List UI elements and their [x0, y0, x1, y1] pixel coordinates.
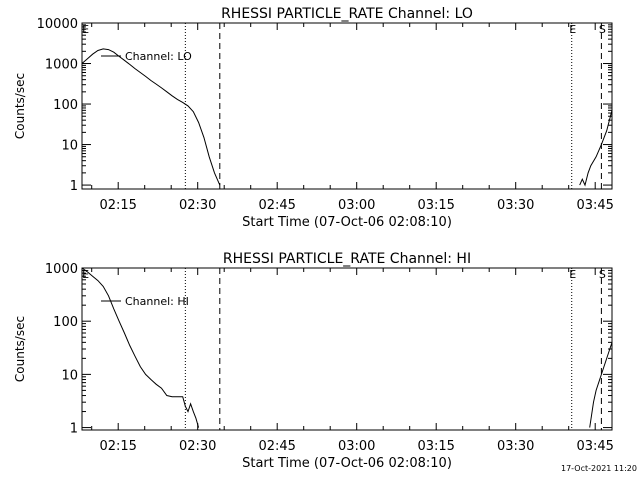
chart-1-x-tick-label: 02:15 — [99, 198, 136, 213]
chart-1-y-tick-label: 1 — [70, 179, 78, 194]
chart-1-y-tick-label: 1000 — [45, 58, 78, 73]
chart-1-legend-label: Channel: LO — [125, 50, 192, 63]
chart-2-marker-label: E — [569, 268, 576, 281]
chart-2-y-tick-label: 10 — [61, 368, 78, 383]
chart-1-x-tick-label: 02:30 — [179, 198, 216, 213]
chart-1-y-tick-label: 10 — [61, 139, 78, 154]
chart-2-series-line — [81, 267, 200, 428]
chart-2-title: RHESSI PARTICLE_RATE Channel: HI — [223, 251, 471, 267]
chart-2-x-tick-label: 02:15 — [99, 439, 136, 454]
chart-2-x-tick-label: 03:45 — [576, 439, 613, 454]
chart-1-series-line — [81, 48, 221, 186]
chart-2-y-tick-label: 1000 — [45, 262, 78, 277]
chart-1-x-tick-label: 03:30 — [497, 198, 534, 213]
chart-2-x-tick-label: 03:30 — [497, 439, 534, 454]
chart-1-y-tick-label: 10000 — [37, 17, 78, 32]
chart-1-frame — [81, 22, 613, 190]
chart-1-title: RHESSI PARTICLE_RATE Channel: LO — [221, 6, 473, 22]
chart-2-marker-label: E — [82, 268, 89, 281]
chart-2-x-tick-label: 03:15 — [417, 439, 454, 454]
chart-1-marker-label: E — [569, 23, 576, 36]
chart-2-x-tick-label: 02:30 — [179, 439, 216, 454]
chart-2-legend-label: Channel: HI — [125, 295, 189, 308]
chart-2-ylabel: Counts/sec — [13, 316, 27, 382]
chart-1-x-tick-label: 03:00 — [338, 198, 375, 213]
chart-1-marker-label: E — [82, 23, 89, 36]
chart-2-frame — [81, 267, 613, 431]
chart-1-x-tick-label: 03:15 — [417, 198, 454, 213]
chart-1-xlabel: Start Time (07-Oct-06 02:08:10) — [242, 215, 452, 230]
chart-2-x-tick-label: 02:45 — [258, 439, 295, 454]
chart-1-series-line — [579, 110, 613, 187]
chart-2-y-tick-label: 1 — [70, 422, 78, 437]
chart-2-xlabel: Start Time (07-Oct-06 02:08:10) — [242, 456, 452, 471]
chart-2-series-line — [589, 342, 613, 428]
chart-1-ylabel: Counts/sec — [13, 73, 27, 139]
chart-2-x-tick-label: 03:00 — [338, 439, 375, 454]
chart-1-x-tick-label: 02:45 — [258, 198, 295, 213]
chart-1-x-tick-label: 03:45 — [576, 198, 613, 213]
chart-2-y-tick-label: 100 — [53, 315, 78, 330]
chart-1-y-tick-label: 100 — [53, 98, 78, 113]
chart-1-marker-label: S — [599, 23, 606, 36]
footer-stamp: 17-Oct-2021 11:20 — [561, 464, 637, 473]
chart-2-marker-label: S — [599, 268, 606, 281]
